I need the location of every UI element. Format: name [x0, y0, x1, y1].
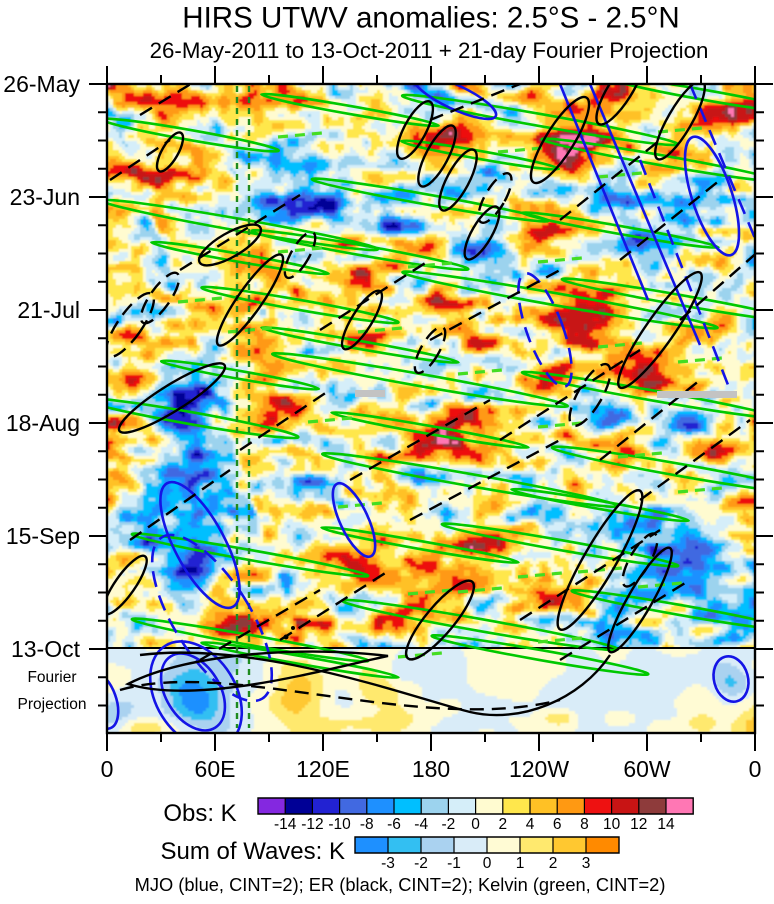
svg-text:Fourier: Fourier: [27, 669, 76, 686]
svg-text:HIRS UTWV anomalies: 2.5°S - 2: HIRS UTWV anomalies: 2.5°S - 2.5°N: [182, 2, 679, 35]
svg-text:-1: -1: [447, 855, 461, 872]
svg-text:4: 4: [526, 816, 535, 833]
svg-text:23-Jun: 23-Jun: [10, 184, 80, 210]
svg-text:6: 6: [553, 816, 562, 833]
svg-text:120E: 120E: [296, 756, 350, 782]
svg-text:0: 0: [101, 756, 114, 782]
svg-text:2: 2: [549, 855, 558, 872]
svg-text:120W: 120W: [509, 756, 569, 782]
svg-text:-12: -12: [301, 816, 323, 833]
svg-text:-14: -14: [274, 816, 297, 833]
svg-text:26-May: 26-May: [3, 71, 80, 97]
svg-text:-2: -2: [442, 816, 456, 833]
svg-text:-2: -2: [414, 855, 428, 872]
svg-text:0: 0: [471, 816, 480, 833]
svg-text:MJO (blue, CINT=2); ER (black,: MJO (blue, CINT=2); ER (black, CINT=2); …: [135, 874, 666, 895]
svg-text:14: 14: [657, 816, 675, 833]
svg-text:13-Oct: 13-Oct: [11, 636, 81, 662]
svg-text:15-Sep: 15-Sep: [6, 523, 80, 549]
svg-text:60E: 60E: [195, 756, 236, 782]
svg-text:Obs: K: Obs: K: [163, 800, 236, 827]
svg-text:-10: -10: [328, 816, 351, 833]
svg-text:21-Jul: 21-Jul: [17, 297, 80, 323]
svg-text:2: 2: [498, 816, 507, 833]
svg-text:Projection: Projection: [18, 696, 87, 713]
svg-text:0: 0: [483, 855, 492, 872]
svg-text:3: 3: [582, 855, 591, 872]
svg-text:10: 10: [603, 816, 621, 833]
svg-text:1: 1: [516, 855, 525, 872]
svg-text:0: 0: [749, 756, 762, 782]
svg-text:-8: -8: [360, 816, 374, 833]
svg-text:-3: -3: [381, 855, 395, 872]
svg-text:180: 180: [412, 756, 450, 782]
svg-text:Sum of Waves: K: Sum of Waves: K: [161, 838, 346, 865]
svg-text:18-Aug: 18-Aug: [6, 410, 80, 436]
svg-text:-6: -6: [387, 816, 401, 833]
svg-text:60W: 60W: [623, 756, 671, 782]
svg-text:26-May-2011 to 13-Oct-2011 + 2: 26-May-2011 to 13-Oct-2011 + 21-day Four…: [150, 38, 709, 63]
svg-text:12: 12: [630, 816, 647, 833]
svg-text:-4: -4: [414, 816, 428, 833]
svg-text:8: 8: [580, 816, 589, 833]
